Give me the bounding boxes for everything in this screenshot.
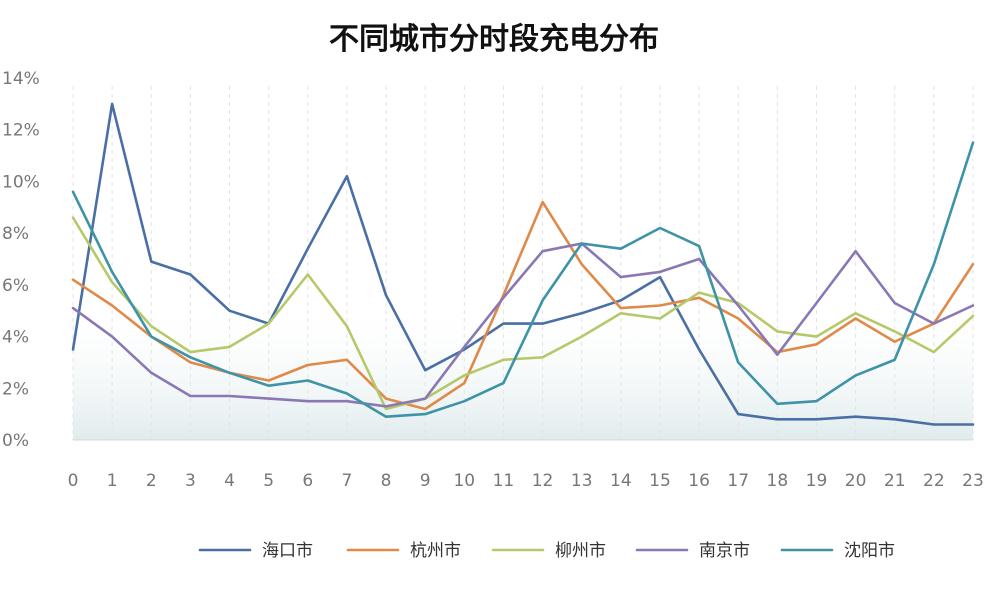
x-tick-label: 4: [224, 471, 235, 491]
x-tick-label: 11: [493, 471, 515, 491]
x-tick-label: 7: [341, 471, 352, 491]
y-tick-label: 10%: [2, 172, 40, 192]
legend-label: 杭州市: [410, 541, 461, 561]
x-tick-label: 1: [107, 471, 118, 491]
x-tick-label: 13: [571, 471, 593, 491]
x-tick-label: 19: [806, 471, 828, 491]
x-tick-label: 5: [263, 471, 274, 491]
x-tick-label: 2: [146, 471, 157, 491]
x-tick-label: 9: [420, 471, 431, 491]
series-layer: [71, 102, 975, 426]
x-tick-label: 12: [532, 471, 554, 491]
y-tick-label: 14%: [2, 69, 40, 89]
y-tick-label: 0%: [2, 431, 29, 451]
x-tick-label: 8: [381, 471, 392, 491]
series-line-0: [71, 102, 975, 426]
x-tick-label: 6: [302, 471, 313, 491]
legend: 海口市 杭州市 柳州市 南京市 沈阳市: [198, 541, 895, 561]
legend-label: 南京市: [699, 541, 750, 561]
y-axis: 0% 2% 4% 6% 8% 10% 12% 14%: [2, 69, 40, 451]
series-line-2: [71, 216, 975, 411]
y-tick-label: 4%: [2, 328, 29, 348]
y-tick-label: 6%: [2, 276, 29, 296]
chart-title: 不同城市分时段充电分布: [329, 22, 659, 57]
x-tick-label: 20: [845, 471, 867, 491]
x-tick-label: 14: [610, 471, 632, 491]
x-tick-label: 23: [962, 471, 984, 491]
x-tick-label: 0: [68, 471, 79, 491]
y-tick-label: 12%: [2, 121, 40, 141]
x-axis: 0 1 2 3 4 5 6 7 8 9 10 11 12 13 14 15 16 17 18 19 20 21 22 23: [68, 471, 984, 491]
series-line-4: [71, 141, 975, 419]
y-tick-label: 8%: [2, 224, 29, 244]
legend-label: 海口市: [262, 541, 313, 561]
x-tick-label: 21: [884, 471, 906, 491]
legend-label: 沈阳市: [844, 541, 895, 561]
legend-label: 柳州市: [555, 541, 606, 561]
x-tick-label: 15: [649, 471, 671, 491]
x-tick-label: 3: [185, 471, 196, 491]
x-tick-label: 22: [923, 471, 945, 491]
y-tick-label: 2%: [2, 379, 29, 399]
x-tick-label: 17: [727, 471, 749, 491]
x-tick-label: 16: [688, 471, 710, 491]
series-line-3: [71, 242, 975, 408]
x-tick-label: 18: [767, 471, 789, 491]
x-tick-label: 10: [453, 471, 475, 491]
